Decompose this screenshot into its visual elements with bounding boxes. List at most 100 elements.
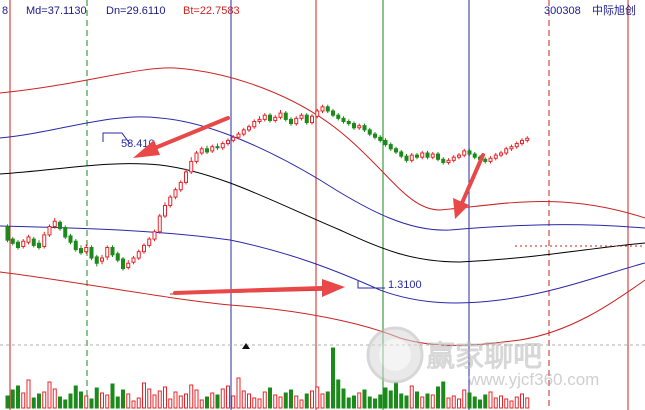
- candle-75[interactable]: [399, 149, 404, 159]
- candle-94[interactable]: [499, 150, 503, 158]
- candle-67[interactable]: [357, 123, 362, 130]
- candle-55[interactable]: [294, 116, 299, 126]
- candle-77[interactable]: [409, 153, 414, 163]
- candle-35[interactable]: [189, 157, 194, 174]
- candle-99[interactable]: [525, 136, 530, 143]
- candle-15[interactable]: [84, 244, 89, 254]
- candle-56[interactable]: [299, 113, 304, 121]
- candle-0[interactable]: [5, 224, 10, 243]
- candle-66[interactable]: [352, 121, 356, 130]
- candle-92[interactable]: [488, 156, 493, 164]
- candle-19[interactable]: [105, 245, 110, 261]
- candle-69[interactable]: [367, 127, 372, 137]
- candle-34[interactable]: [184, 168, 188, 185]
- candle-70[interactable]: [373, 132, 377, 140]
- candle-84[interactable]: [446, 158, 451, 165]
- candle-4[interactable]: [26, 234, 31, 245]
- candle-2[interactable]: [16, 240, 20, 250]
- candle-59[interactable]: [315, 108, 320, 119]
- candle-6[interactable]: [37, 240, 41, 250]
- candle-14[interactable]: [79, 245, 83, 255]
- candle-88[interactable]: [467, 148, 472, 157]
- candle-25[interactable]: [136, 249, 141, 261]
- candle-85[interactable]: [451, 155, 456, 163]
- candle-81[interactable]: [430, 151, 435, 160]
- candle-12[interactable]: [68, 233, 73, 245]
- candle-62[interactable]: [331, 108, 335, 118]
- candle-43[interactable]: [231, 135, 236, 143]
- candle-83[interactable]: [441, 157, 446, 165]
- candle-73[interactable]: [388, 142, 393, 151]
- candle-46[interactable]: [247, 124, 251, 132]
- candle-68[interactable]: [362, 123, 367, 132]
- candle-53[interactable]: [283, 111, 288, 122]
- candle-18[interactable]: [100, 254, 104, 265]
- candle-3[interactable]: [21, 239, 26, 249]
- candle-97[interactable]: [514, 141, 519, 149]
- candle-54[interactable]: [289, 117, 293, 126]
- candle-82[interactable]: [436, 151, 440, 162]
- candle-95[interactable]: [504, 146, 509, 156]
- candle-24[interactable]: [131, 255, 136, 265]
- candle-9[interactable]: [52, 218, 57, 229]
- candle-65[interactable]: [346, 119, 351, 126]
- candle-86[interactable]: [457, 153, 461, 160]
- candle-37[interactable]: [199, 146, 204, 156]
- candle-5[interactable]: [31, 237, 36, 248]
- candle-39[interactable]: [210, 144, 215, 153]
- candle-87[interactable]: [462, 148, 467, 158]
- candle-44[interactable]: [236, 132, 241, 140]
- candle-47[interactable]: [252, 119, 257, 129]
- candle-57[interactable]: [304, 113, 309, 125]
- candle-96[interactable]: [509, 144, 514, 151]
- candle-72[interactable]: [383, 138, 388, 147]
- candle-89[interactable]: [472, 151, 477, 160]
- candle-29[interactable]: [157, 213, 162, 234]
- candle-74[interactable]: [394, 146, 398, 155]
- candle-42[interactable]: [226, 138, 230, 146]
- candle-76[interactable]: [404, 154, 409, 163]
- candle-91[interactable]: [483, 157, 488, 164]
- candle-49[interactable]: [262, 113, 267, 122]
- candle-52[interactable]: [278, 109, 283, 120]
- candle-61[interactable]: [325, 104, 330, 114]
- candle-13[interactable]: [73, 239, 78, 252]
- candle-78[interactable]: [415, 153, 419, 160]
- candle-60[interactable]: [320, 104, 325, 114]
- candle-11[interactable]: [63, 225, 68, 240]
- candle-26[interactable]: [142, 243, 146, 254]
- candle-45[interactable]: [241, 127, 246, 137]
- candle-8[interactable]: [47, 224, 52, 237]
- candle-16[interactable]: [89, 245, 94, 261]
- candle-17[interactable]: [94, 254, 99, 267]
- candle-36[interactable]: [194, 150, 199, 164]
- candle-20[interactable]: [110, 245, 115, 257]
- candle-10[interactable]: [58, 220, 62, 231]
- candle-58[interactable]: [310, 114, 314, 125]
- candle-27[interactable]: [147, 237, 152, 248]
- candle-40[interactable]: [215, 143, 220, 150]
- candle-71[interactable]: [378, 135, 383, 143]
- candle-22[interactable]: [121, 256, 125, 271]
- candle-1[interactable]: [10, 237, 15, 246]
- candle-32[interactable]: [173, 187, 178, 200]
- candle-38[interactable]: [205, 145, 209, 155]
- candle-98[interactable]: [520, 138, 524, 146]
- candle-50[interactable]: [268, 113, 272, 123]
- candle-79[interactable]: [420, 150, 425, 160]
- candle-51[interactable]: [273, 115, 278, 123]
- candle-48[interactable]: [257, 116, 262, 124]
- candle-21[interactable]: [115, 251, 120, 263]
- candlestick-series[interactable]: [5, 104, 530, 271]
- candle-63[interactable]: [336, 113, 341, 121]
- candle-28[interactable]: [152, 229, 157, 242]
- candle-23[interactable]: [126, 260, 131, 270]
- candle-64[interactable]: [341, 116, 346, 124]
- candle-31[interactable]: [168, 195, 173, 208]
- candle-30[interactable]: [163, 202, 167, 219]
- candle-33[interactable]: [178, 180, 183, 192]
- candle-93[interactable]: [493, 153, 498, 161]
- candle-80[interactable]: [425, 150, 430, 160]
